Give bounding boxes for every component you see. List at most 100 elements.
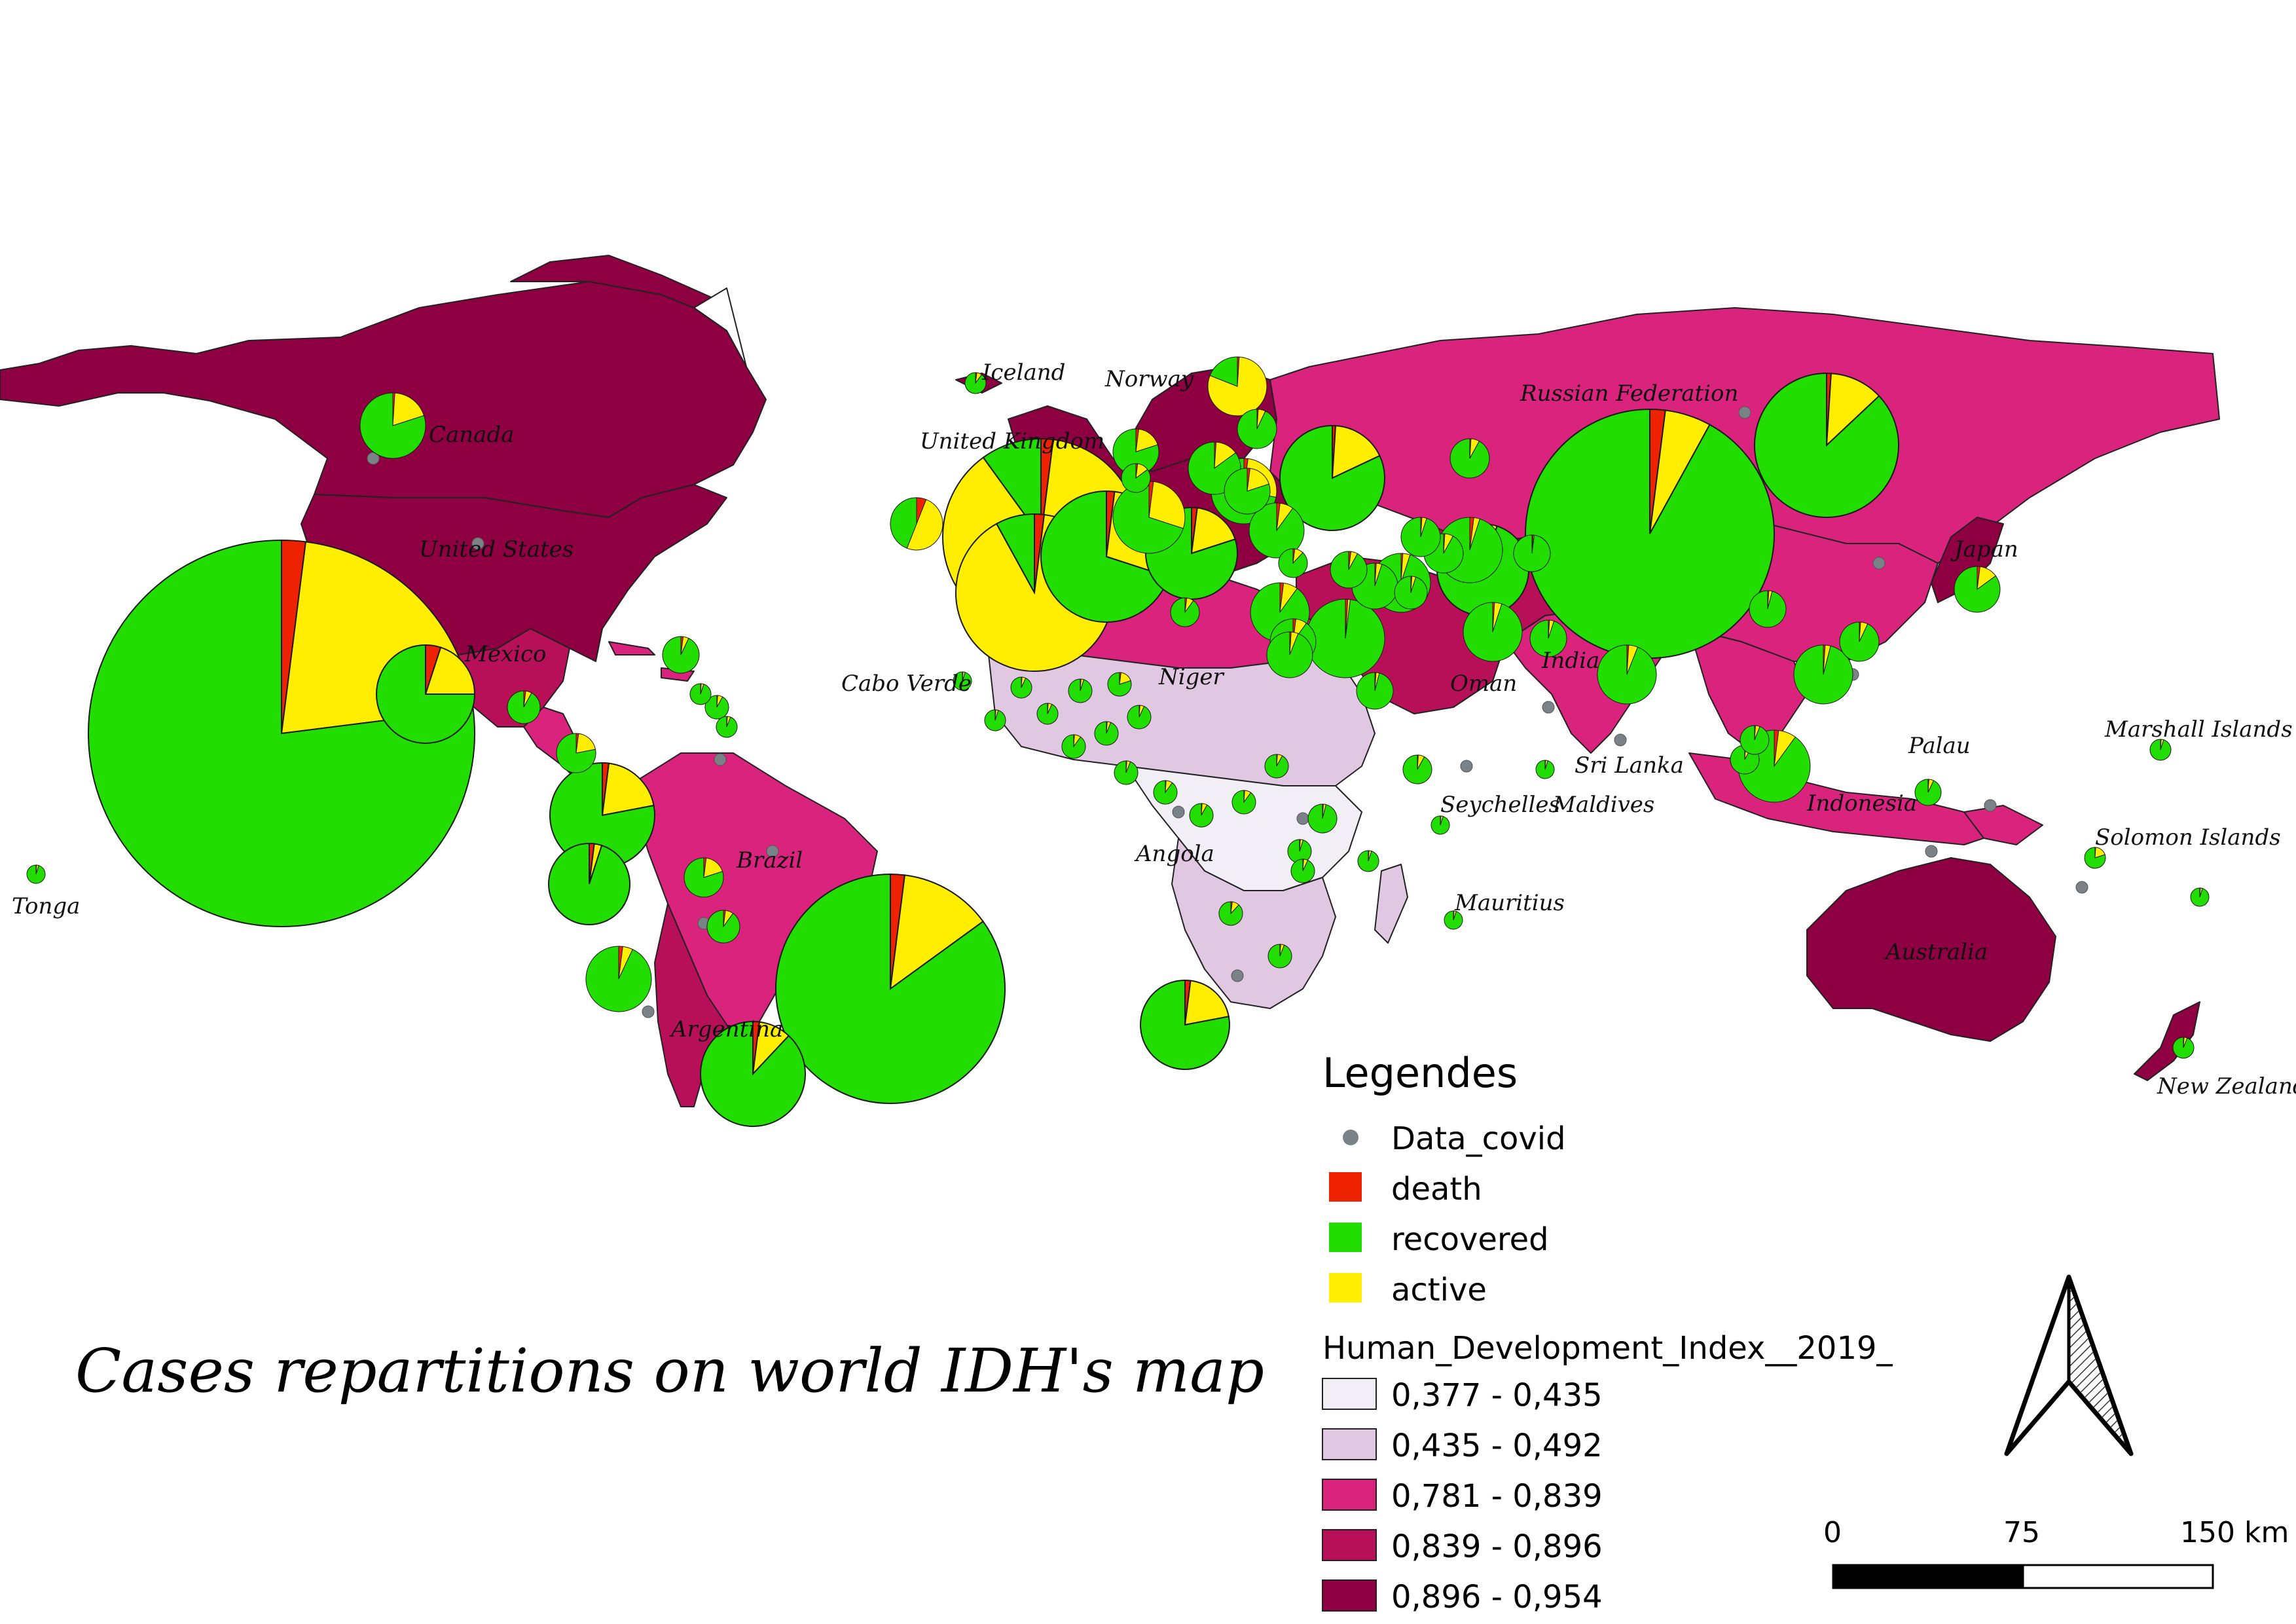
pie-chart [1127, 705, 1152, 729]
pie-chart [1189, 803, 1214, 828]
label-angola: Angola [1134, 841, 1214, 867]
label-united-states: United States [419, 536, 574, 563]
pie-chart [716, 716, 738, 738]
label-brazil: Brazil [736, 847, 803, 874]
label-argentina: Argentina [669, 1016, 783, 1043]
label-iceland: Iceland [981, 360, 1065, 386]
country-southern-africa [1171, 838, 1336, 1009]
country-australia [1806, 857, 2056, 1042]
label-canada: Canada [429, 422, 515, 448]
data-covid-point [1925, 845, 1938, 858]
pie-chart [1061, 734, 1086, 759]
map-title: Cases repartitions on world IDH's map [75, 1336, 1264, 1406]
pie-chart [1793, 644, 1853, 705]
legend-hdi-label-2: 0,435 - 0,492 [1391, 1428, 1603, 1464]
legend-hdi-label-1: 0,377 - 0,435 [1391, 1377, 1603, 1414]
legend-active-label: active [1391, 1272, 1487, 1308]
pie-chart [1754, 372, 1899, 518]
data-covid-point [1872, 557, 1886, 570]
legend-hdi-swatch-3 [1322, 1479, 1377, 1511]
pie-chart [1153, 780, 1178, 805]
pie-chart [662, 636, 700, 674]
pie-chart [2172, 1037, 2195, 1059]
scale-tick-150: 150 km [2180, 1516, 2289, 1549]
pie-chart [1010, 676, 1032, 699]
data-covid-point [1231, 969, 1244, 982]
label-australia: Australia [1884, 939, 1988, 965]
pie-chart [1749, 590, 1787, 628]
pie-chart [1121, 463, 1151, 493]
data-covid-point [1542, 701, 1555, 714]
legend-hdi-label-3: 0,781 - 0,839 [1391, 1478, 1603, 1515]
pie-chart [1597, 644, 1657, 705]
pie-chart [1444, 910, 1463, 930]
label-marshall-islands: Marshall Islands [2104, 716, 2293, 743]
country-greenland [693, 287, 747, 367]
scale-bar: 0 75 150 km [1823, 1516, 2289, 1589]
pie-chart [1402, 754, 1432, 784]
data-covid-point [766, 845, 779, 858]
label-sri-lanka: Sri Lanka [1575, 752, 1684, 779]
country-madagascar [1374, 864, 1408, 944]
pie-chart [1463, 602, 1523, 662]
label-united-kingdom: United Kingdom [920, 428, 1104, 454]
pie-chart [1513, 534, 1551, 572]
data-covid-point [1296, 812, 1309, 825]
pie-chart [1839, 621, 1880, 662]
pie-chart [1207, 356, 1267, 416]
pie-chart [700, 1020, 806, 1127]
data-covid-point [1984, 799, 1997, 812]
label-maldives: Maldives [1552, 792, 1654, 818]
pie-chart [548, 842, 631, 925]
pie-chart [1357, 850, 1379, 872]
pie-chart [1112, 481, 1186, 554]
label-indonesia: Indonesia [1806, 790, 1917, 817]
legend-hdi-swatch-4 [1322, 1529, 1377, 1561]
label-niger: Niger [1158, 664, 1225, 690]
pie-chart [1954, 566, 2001, 613]
pie-chart [1068, 678, 1093, 703]
label-japan: Japan [1950, 536, 2018, 563]
pie-chart [26, 864, 46, 884]
pie-chart [1248, 502, 1305, 559]
label-russian-federation: Russian Federation [1520, 380, 1738, 407]
pie-chart [1094, 721, 1119, 746]
data-covid-point [1172, 805, 1185, 819]
pie-chart [953, 671, 972, 691]
legend-recovered-swatch [1329, 1223, 1362, 1252]
pie-chart [1114, 760, 1139, 785]
country-papua [1963, 805, 2043, 845]
label-mauritius: Mauritius [1454, 890, 1565, 916]
pie-chart [1524, 408, 1775, 659]
legend-hdi-label-4: 0,839 - 0,896 [1391, 1528, 1603, 1565]
country-russian-federation [1269, 307, 2220, 564]
scale-tick-0: 0 [1823, 1516, 1842, 1549]
label-solomon-islands: Solomon Islands [2095, 824, 2281, 851]
pie-chart [1290, 858, 1315, 883]
pie-chart [1237, 409, 1277, 449]
label-india: India [1541, 648, 1599, 674]
legend-data-covid-symbol [1343, 1130, 1358, 1145]
country-new-zealand [2134, 1001, 2200, 1081]
map-legend: Legendes Data_covid death recovered acti… [1322, 1049, 1893, 1615]
pie-chart [507, 690, 541, 724]
pie-chart [1535, 760, 1555, 779]
data-covid-point [1460, 760, 1473, 773]
pie-chart [890, 497, 943, 551]
label-cabo-verde: Cabo Verde [841, 671, 972, 697]
label-oman: Oman [1450, 671, 1517, 697]
label-new-zealand: New Zealand [2157, 1073, 2296, 1099]
pie-chart [1266, 631, 1313, 678]
country-labels: Iceland Norway Russian Federation Canada… [12, 360, 2296, 1099]
legend-data-covid-label: Data_covid [1391, 1120, 1566, 1157]
pie-chart [1914, 779, 1942, 806]
pie-chart [2149, 739, 2172, 761]
pie-chart [1107, 672, 1132, 697]
legend-active-swatch [1329, 1273, 1362, 1302]
scale-tick-75: 75 [2003, 1516, 2040, 1549]
data-covid-point [642, 1005, 655, 1018]
legend-death-label: death [1391, 1171, 1482, 1208]
data-covid-point [1738, 406, 1751, 419]
